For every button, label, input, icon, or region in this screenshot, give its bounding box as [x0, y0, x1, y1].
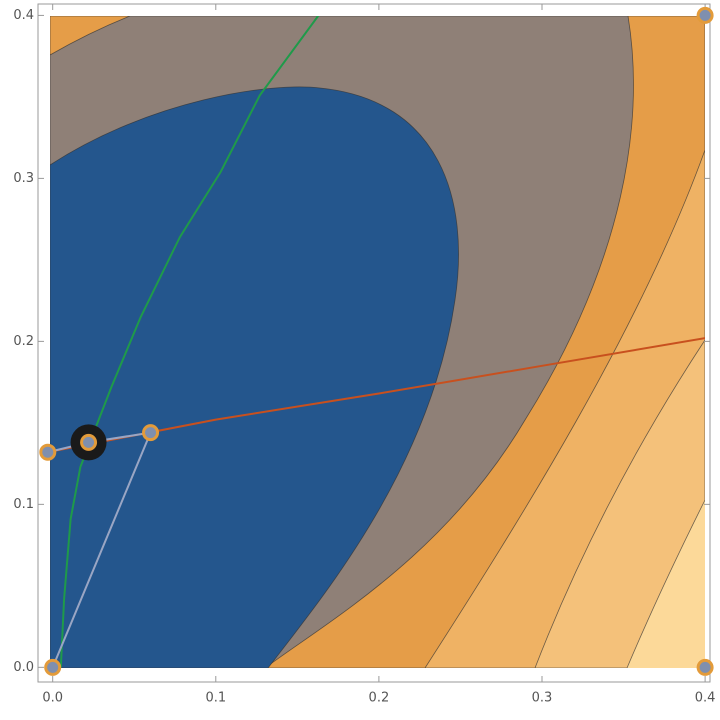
- point: [39, 443, 57, 461]
- contour-band: [50, 86, 459, 668]
- y-tick-label: 0.4: [13, 8, 34, 23]
- x-tick-label: 0.3: [532, 691, 553, 706]
- curve: [59, 16, 320, 668]
- x-tick-label: 0.2: [369, 691, 390, 706]
- x-tick-label: 0.4: [695, 691, 716, 706]
- point: [142, 424, 160, 442]
- y-tick-label: 0.3: [13, 171, 34, 186]
- plot-lines: [50, 16, 705, 668]
- frame: [37, 3, 711, 683]
- point: [80, 433, 98, 451]
- y-tick-label: 0.0: [13, 660, 34, 675]
- point: [44, 658, 62, 676]
- y-tick-label: 0.1: [13, 497, 34, 512]
- point: [696, 6, 714, 24]
- x-tick-label: 0.1: [205, 691, 226, 706]
- curve: [51, 432, 152, 668]
- y-tick-label: 0.2: [13, 334, 34, 349]
- x-tick-label: 0.0: [42, 691, 63, 706]
- point: [696, 658, 714, 676]
- curve: [50, 337, 705, 453]
- contour-regions: [50, 16, 705, 668]
